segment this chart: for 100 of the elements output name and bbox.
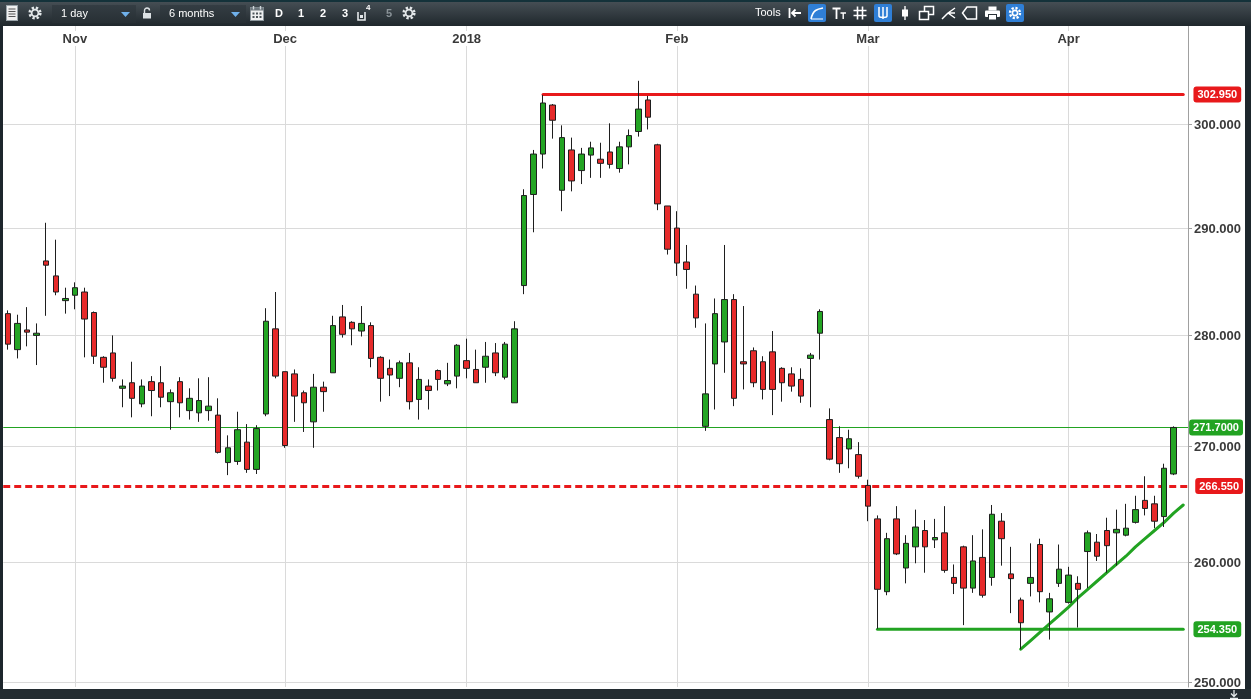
candlestick [473, 349, 479, 384]
candlestick [425, 378, 432, 410]
candlestick [444, 362, 451, 387]
candlestick [521, 188, 527, 295]
candlestick [932, 518, 938, 549]
candlestick [1018, 597, 1024, 650]
candlestick [750, 346, 757, 388]
candlestick [846, 429, 852, 469]
candlestick [368, 321, 374, 368]
candlestick [91, 310, 97, 365]
candlestick [1123, 503, 1129, 537]
candlestick [110, 334, 116, 383]
candlestick [148, 375, 155, 417]
candlestick [205, 376, 212, 422]
candlestick [664, 205, 671, 256]
candlestick [798, 367, 804, 404]
candlestick [1084, 530, 1091, 589]
candlestick [301, 390, 307, 433]
candlestick [511, 320, 518, 404]
candlestick [1142, 475, 1148, 516]
candlestick [1075, 575, 1081, 629]
candlestick [674, 210, 680, 277]
candlestick [941, 505, 948, 574]
candlestick [5, 309, 11, 351]
y-tick-label: 300.000 [1194, 116, 1241, 132]
y-tick-label: 260.000 [1194, 554, 1241, 570]
candlestick [282, 371, 288, 449]
candlestick [884, 532, 890, 596]
candlestick [349, 320, 355, 346]
candlestick [1132, 495, 1139, 525]
x-tick-label: 2018 [452, 31, 482, 46]
y-tick-label: 290.000 [1194, 220, 1241, 236]
candlestick [779, 366, 785, 403]
text: 5 [386, 7, 393, 20]
candlestick [635, 80, 642, 138]
candlestick [922, 519, 928, 574]
candlestick [463, 338, 470, 379]
candlestick [607, 122, 613, 169]
candlestick [559, 124, 565, 212]
candlestick [998, 512, 1005, 567]
text: 1 [298, 7, 305, 20]
candlestick [263, 307, 269, 417]
candlestick [855, 441, 862, 480]
candlestick [626, 128, 632, 165]
candlestick [1151, 495, 1158, 529]
candlestick [1065, 566, 1072, 605]
candlestick [1037, 538, 1043, 603]
x-tick-label: Feb [665, 31, 689, 46]
candlestick [196, 377, 202, 423]
candlestick [33, 322, 40, 366]
candlestick [970, 534, 976, 594]
candlestick [549, 103, 556, 140]
text: 3 [342, 7, 349, 20]
ref-line-label: 266.550 [1199, 480, 1239, 492]
candlestick [645, 95, 651, 130]
candlestick [568, 137, 575, 192]
candlestick [788, 366, 795, 393]
candlestick [874, 514, 881, 630]
candlestick [654, 143, 661, 211]
y-tick-label: 280.000 [1194, 327, 1241, 343]
candlestick [129, 361, 135, 418]
candlestick [960, 545, 967, 626]
ref-line-label: 271.7000 [1193, 421, 1239, 434]
candlestick [502, 341, 508, 380]
candlestick [740, 305, 747, 390]
candlestick [769, 330, 776, 416]
candlestick [1056, 544, 1062, 588]
candlestick [358, 305, 365, 337]
candlestick [1027, 542, 1034, 597]
candlestick [119, 378, 126, 408]
candlestick [530, 149, 537, 233]
candlestick [43, 222, 49, 317]
candlestick [721, 244, 728, 374]
x-tick-label: Apr [1057, 31, 1080, 46]
candlestick [492, 342, 499, 377]
y-tick-label: 270.000 [1194, 439, 1241, 455]
candlestick [81, 287, 88, 358]
text: D [275, 7, 283, 20]
candlestick [72, 281, 78, 310]
candlestick [817, 308, 823, 361]
candlestick [53, 239, 59, 296]
candlestick [435, 368, 441, 392]
candlestick [377, 355, 384, 403]
candlestick [807, 352, 814, 408]
candlestick [291, 368, 298, 423]
candlestick [826, 407, 833, 461]
candlestick [1113, 509, 1120, 567]
candlestick [100, 355, 107, 384]
text: Tools [755, 6, 781, 19]
candlestick [865, 479, 871, 522]
candlestick [186, 387, 193, 421]
candlestick [1104, 517, 1110, 574]
candlestick [712, 297, 718, 410]
candlestick [416, 366, 422, 421]
candlestick [320, 381, 327, 413]
candlestick [951, 563, 957, 595]
x-tick-label: Dec [273, 31, 298, 46]
candlestick [693, 285, 699, 329]
candlestick [14, 314, 21, 359]
candlestick [396, 360, 403, 388]
